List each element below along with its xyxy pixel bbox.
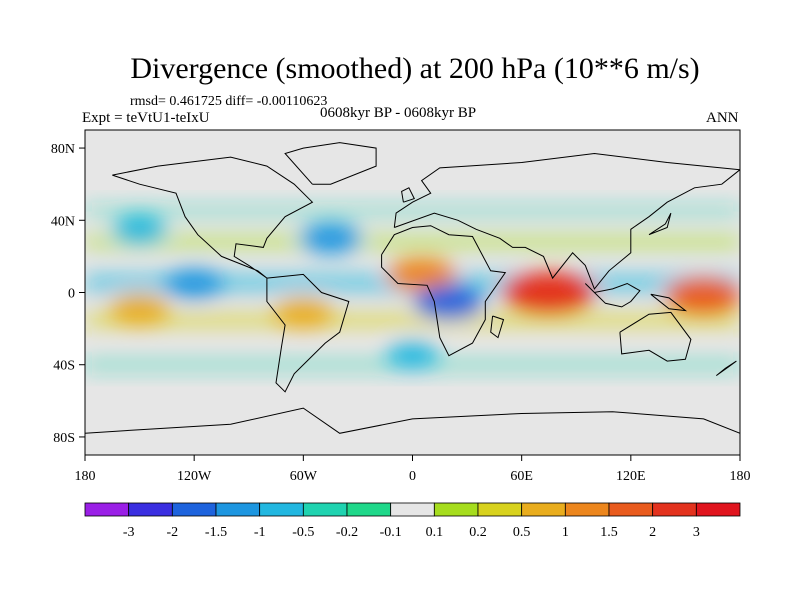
coastline-new-guinea [650, 293, 688, 312]
colorbar-label: -0.1 [380, 525, 402, 540]
coastline-greenland [284, 142, 377, 185]
field-congo-convergence [414, 285, 483, 319]
colorbar-label: 0.5 [513, 525, 531, 540]
experiment-label: Expt = teVtU1-teIxU [82, 110, 210, 126]
coastline-north-america [112, 156, 314, 279]
coastlines [85, 142, 740, 434]
x-tick-label: 120E [616, 469, 646, 484]
y-tick-label: 0 [68, 287, 75, 302]
colorbar-swatch [564, 502, 610, 517]
colorbar-label: 2 [649, 525, 656, 540]
colorbar-swatch [608, 502, 654, 517]
coastline-madagascar [490, 315, 505, 339]
colorbar-swatch [652, 502, 697, 517]
field-north-atlantic-convergence [300, 223, 361, 254]
colorbar-label: 1 [562, 525, 569, 540]
field-equatorial-indian-ocean-max [502, 271, 595, 314]
field-south-pacific-convergence [109, 295, 170, 326]
x-tick-label: 120W [177, 469, 212, 484]
colorbar-label: -1 [254, 525, 266, 540]
colorbar-label: -0.5 [292, 525, 314, 540]
y-tick-label: 80S [53, 431, 75, 446]
colorbar-label: 0.1 [426, 525, 444, 540]
field-north-pacific-band [113, 215, 166, 243]
colorbar-label: 3 [693, 525, 700, 540]
colorbar-label: -2 [166, 525, 178, 540]
chart-title: Divergence (smoothed) at 200 hPa (10**6 … [130, 52, 700, 85]
colorbar-swatch [695, 502, 741, 517]
colorbar-label: -0.2 [336, 525, 358, 540]
colorbar-label: -3 [123, 525, 135, 540]
field-southern-ocean-band [386, 342, 439, 370]
x-tick-label: 60E [510, 469, 533, 484]
colorbar-swatch [259, 502, 304, 517]
period-label: 0608kyr BP - 0608kyr BP [320, 105, 477, 121]
colorbar-swatch [84, 502, 130, 517]
coastline-new-zealand [715, 360, 737, 377]
coastline-indonesia [584, 282, 641, 308]
colorbar-swatch [346, 502, 392, 517]
stats-text: rmsd= 0.461725 diff= -0.00110623 [130, 94, 328, 109]
coastline-uk [401, 187, 416, 203]
coastline-japan [648, 212, 672, 236]
season-label: ANN [706, 110, 739, 126]
coastline-eurasia [393, 152, 740, 290]
y-tick-label: 40S [53, 359, 75, 374]
colorbar-swatch [433, 502, 479, 517]
colorbar-swatch [128, 502, 173, 517]
coastline-africa [381, 225, 507, 357]
x-tick-label: 180 [730, 469, 751, 484]
colorbar-label: -1.5 [205, 525, 227, 540]
coastline-south-america [266, 273, 350, 393]
colorbar-label: 0.2 [469, 525, 487, 540]
field-band-2 [85, 234, 740, 250]
colorbar-label: 1.5 [600, 525, 618, 540]
x-tick-label: 0 [409, 469, 416, 484]
field-band-4 [85, 206, 740, 216]
field-east-pacific-convergence [164, 268, 225, 299]
divergence-fields [85, 206, 740, 371]
colorbar-swatch [390, 502, 435, 517]
coastline-australia [619, 311, 692, 362]
x-tick-label: 180 [75, 469, 96, 484]
field-amazon-divergence [273, 299, 334, 330]
x-tick-label: 60W [290, 469, 318, 484]
field-north-africa-max [387, 257, 456, 291]
colorbar-swatch [521, 502, 566, 517]
colorbar-swatch [477, 502, 523, 517]
y-tick-label: 40N [51, 214, 75, 229]
field-band-1 [85, 310, 740, 329]
field-west-pacific-max [665, 278, 740, 315]
colorbar-swatch [215, 502, 261, 517]
coastline-antarctica [85, 407, 740, 434]
colorbar-swatch [171, 502, 217, 517]
colorbar-swatch [302, 502, 348, 517]
y-tick-label: 80N [51, 142, 75, 157]
